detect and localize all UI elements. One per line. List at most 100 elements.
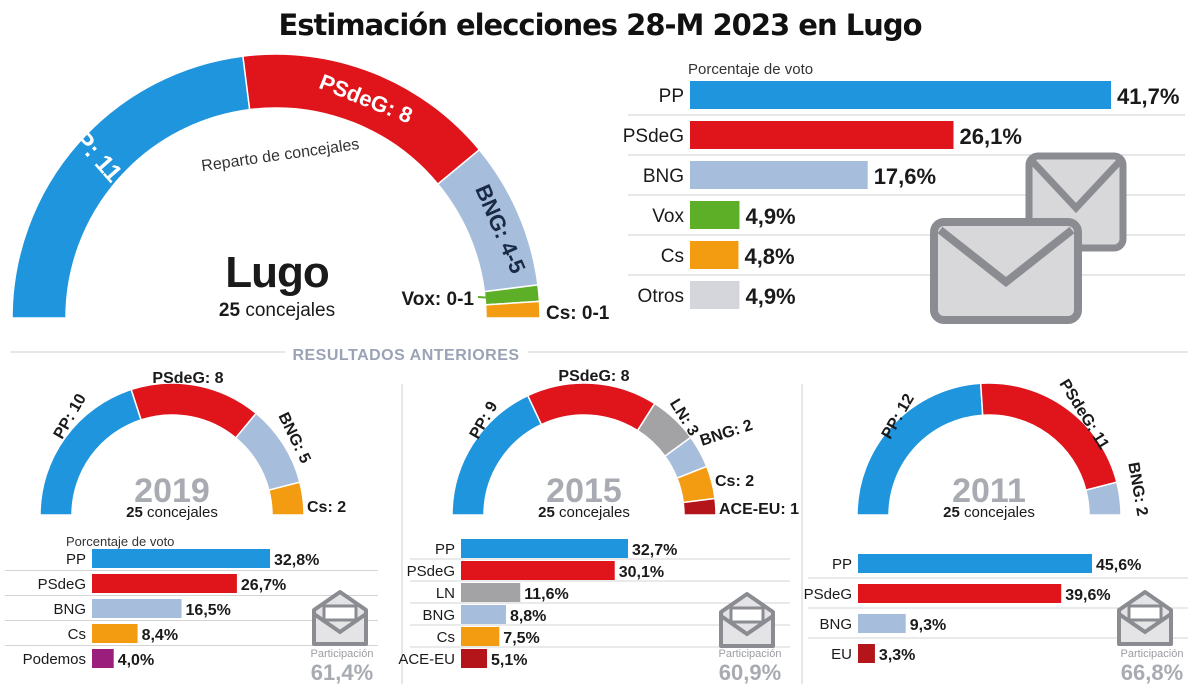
party-label-pp: PP <box>659 86 684 107</box>
party-label-psdeg: PSdeG <box>804 586 852 603</box>
participation-label: Participación <box>311 648 374 660</box>
seat-segment-pp <box>39 388 143 516</box>
vote-value-psdeg: 26,1% <box>960 124 1022 149</box>
vote-value-podemos: 4,0% <box>118 652 154 669</box>
vote-value-ace-eu: 5,1% <box>491 652 527 669</box>
party-label-bng: BNG <box>422 607 455 624</box>
seat-label-cs: Cs: 0-1 <box>546 303 610 324</box>
vote-bar-otros <box>690 281 740 309</box>
year-label: 2015 <box>546 472 622 510</box>
vote-bar-pp <box>690 81 1111 109</box>
seat-label-vox: Vox: 0-1 <box>401 289 474 310</box>
seat-label-cs: Cs: 2 <box>307 499 346 516</box>
vote-value-pp: 32,7% <box>632 542 677 559</box>
party-label-ace-eu: ACE-EU <box>398 651 455 668</box>
seat-segment-psdeg <box>526 382 656 432</box>
seat-label-cs: Cs: 2 <box>715 473 754 490</box>
party-label-pp: PP <box>66 551 86 568</box>
party-label-podemos: Podemos <box>23 651 86 668</box>
leader-line <box>477 296 492 299</box>
vote-bar-psdeg <box>461 561 615 580</box>
ballot-envelope-icon <box>312 590 368 646</box>
vote-bar-ace-eu <box>461 649 488 668</box>
pct-caption: Porcentaje de voto <box>688 61 813 78</box>
vote-bar-cs <box>92 624 138 643</box>
vote-bar-ln <box>461 583 521 602</box>
vote-value-pp: 41,7% <box>1117 84 1179 109</box>
vote-value-psdeg: 39,6% <box>1065 587 1110 604</box>
vote-bar-bng <box>461 605 506 624</box>
pct-caption: Porcentaje de voto <box>66 534 174 549</box>
participation-value: 60,9% <box>719 660 781 685</box>
party-label-bng: BNG <box>643 166 684 187</box>
year-label: 2011 <box>952 472 1026 510</box>
party-label-psdeg: PSdeG <box>623 126 684 147</box>
envelope-icon <box>930 218 1082 324</box>
previous-results-header: RESULTADOS ANTERIORES <box>292 347 519 364</box>
vote-value-psdeg: 30,1% <box>619 564 664 581</box>
party-label-psdeg: PSdeG <box>407 563 455 580</box>
party-label-cs: Cs <box>68 626 86 643</box>
vote-bar-pp <box>461 539 628 558</box>
ballot-envelope-icon <box>719 592 775 648</box>
seat-segment-psdeg <box>130 382 258 440</box>
vote-bar-psdeg <box>92 574 237 593</box>
city-name: Lugo <box>225 248 329 297</box>
vote-value-cs: 7,5% <box>503 630 539 647</box>
vote-bar-bng <box>92 599 182 618</box>
seat-segment-bng <box>1084 481 1122 516</box>
vote-bar-bng <box>858 614 906 633</box>
vote-bar-podemos <box>92 649 114 668</box>
vote-value-pp: 45,6% <box>1096 557 1141 574</box>
seat-count: 25 concejales <box>219 300 335 321</box>
party-label-otros: Otros <box>638 286 684 307</box>
party-label-cs: Cs <box>437 629 455 646</box>
party-label-pp: PP <box>832 556 852 573</box>
year-label: 2019 <box>134 472 210 510</box>
seat-label-bng: BNG: 2 <box>698 417 755 450</box>
page-title: Estimación elecciones 28-M 2023 en Lugo <box>278 8 922 42</box>
participation-value: 61,4% <box>311 660 373 685</box>
party-label-pp: PP <box>435 541 455 558</box>
vote-value-pp: 32,8% <box>274 552 319 569</box>
vote-value-otros: 4,9% <box>745 284 795 309</box>
vote-value-bng: 9,3% <box>910 617 946 634</box>
seat-label-ace-eu: ACE-EU: 1 <box>719 501 799 518</box>
party-label-psdeg: PSdeG <box>38 576 86 593</box>
seat-label-bng: BNG: 2 <box>1124 461 1150 517</box>
seat-count: 25 concejales <box>943 504 1035 521</box>
vote-value-bng: 16,5% <box>186 602 231 619</box>
seat-segment-ace-eu <box>682 497 717 516</box>
vote-value-eu: 3,3% <box>879 647 915 664</box>
party-label-eu: EU <box>831 646 852 663</box>
vote-bar-pp <box>858 554 1092 573</box>
participation-label: Participación <box>1121 648 1184 660</box>
ballot-envelope-icon <box>1117 590 1173 646</box>
party-label-bng: BNG <box>819 616 852 633</box>
party-label-vox: Vox <box>652 206 684 227</box>
seat-count: 25 concejales <box>126 504 218 521</box>
seat-label-psdeg: PSdeG: 8 <box>558 368 629 385</box>
vote-bar-pp <box>92 549 270 568</box>
vote-bar-bng <box>690 161 868 189</box>
seat-segment-cs <box>267 481 305 516</box>
vote-value-cs: 8,4% <box>142 627 178 644</box>
seat-segment-psdeg <box>242 53 481 186</box>
vote-bar-eu <box>858 644 875 663</box>
vote-value-ln: 11,6% <box>524 586 568 603</box>
vote-value-bng: 17,6% <box>874 164 936 189</box>
seat-count: 25 concejales <box>538 504 630 521</box>
vote-bar-psdeg <box>858 584 1062 603</box>
seat-segment-cs <box>484 300 541 319</box>
vote-value-bng: 8,8% <box>510 608 546 625</box>
party-label-ln: LN <box>436 585 455 602</box>
vote-bar-cs <box>690 241 739 269</box>
party-label-cs: Cs <box>661 246 684 267</box>
participation-value: 66,8% <box>1121 660 1183 685</box>
vote-bar-cs <box>461 627 500 646</box>
vote-bar-psdeg <box>690 121 954 149</box>
vote-value-vox: 4,9% <box>745 204 795 229</box>
seat-label-psdeg: PSdeG: 8 <box>152 370 223 387</box>
party-label-bng: BNG <box>53 601 86 618</box>
